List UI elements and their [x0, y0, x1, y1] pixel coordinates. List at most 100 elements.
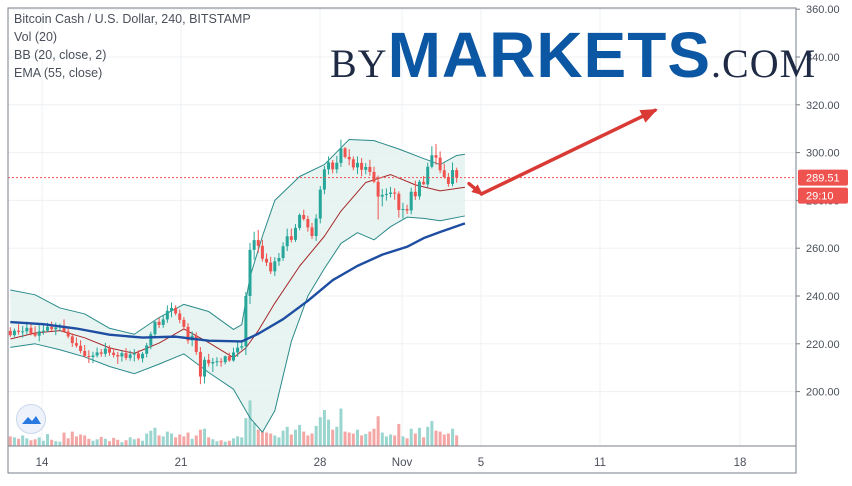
- volume-bar: [132, 439, 136, 446]
- volume-bar: [21, 435, 25, 446]
- candle-body: [157, 321, 161, 325]
- volume-bar: [207, 437, 211, 446]
- candle-body: [389, 192, 393, 194]
- volume-bar: [347, 432, 351, 446]
- volume-bar: [107, 441, 111, 446]
- candle-body: [198, 351, 202, 377]
- legend-ema[interactable]: EMA (55, close): [14, 66, 103, 80]
- price-tick-label: 340.00: [806, 52, 840, 64]
- volume-bar: [285, 426, 289, 446]
- candle-body: [347, 156, 351, 160]
- arrow-long-segment: [479, 108, 657, 196]
- volume-bar: [41, 440, 45, 446]
- volume-bar: [219, 440, 223, 446]
- volume-bar: [169, 433, 173, 446]
- candle-body: [306, 219, 310, 228]
- volume-bar: [128, 437, 132, 446]
- candle-body: [285, 236, 289, 247]
- legend-volume[interactable]: Vol (20): [14, 30, 58, 44]
- candle-body: [442, 170, 446, 177]
- price-tick-label: 360.00: [806, 4, 840, 16]
- candle-body: [281, 246, 285, 258]
- volume-bar: [302, 431, 306, 446]
- candle-body: [401, 209, 405, 211]
- candle-body: [37, 331, 41, 336]
- volume-bar: [215, 441, 219, 446]
- candle-body: [120, 353, 124, 357]
- volume-bar: [240, 437, 244, 446]
- candle-body: [331, 162, 335, 170]
- volume-bar: [157, 435, 161, 446]
- candle-body: [438, 157, 442, 171]
- candle-body: [33, 333, 37, 336]
- last-price-label: 289.51: [806, 173, 840, 185]
- candle-body: [149, 334, 153, 346]
- volume-bar: [409, 428, 413, 446]
- volume-bar: [244, 418, 248, 446]
- candle-body: [45, 326, 49, 331]
- volume-bar: [203, 428, 207, 446]
- candle-body: [426, 166, 430, 185]
- candle-body: [21, 331, 25, 333]
- time-tick-label: 18: [734, 457, 747, 469]
- candle-body: [182, 319, 186, 327]
- candle-body: [422, 181, 426, 185]
- volume-bar: [12, 437, 16, 446]
- candle-body: [161, 319, 165, 325]
- arrow-head: [639, 108, 658, 123]
- volume-bar: [29, 440, 33, 446]
- candle-body: [409, 191, 413, 211]
- volume-bar: [95, 439, 99, 446]
- time-tick-label: 14: [36, 457, 49, 469]
- candle-body: [231, 352, 235, 361]
- candle-body: [302, 214, 306, 220]
- candle-body: [29, 327, 33, 334]
- candle-body: [41, 330, 45, 332]
- candle-body: [265, 258, 269, 263]
- candle-body: [50, 326, 54, 330]
- watermark-markets: MARKETS: [387, 19, 712, 91]
- candle-body: [174, 307, 178, 314]
- candle-body: [128, 354, 132, 358]
- price-tick-label: 200.00: [806, 387, 840, 399]
- candle-body: [298, 214, 302, 228]
- volume-bar: [265, 432, 269, 446]
- volume-bar: [223, 441, 227, 446]
- candle-body: [417, 181, 421, 197]
- candle-body: [351, 159, 355, 168]
- candle-body: [368, 166, 372, 172]
- volume-bar: [434, 430, 438, 446]
- tradingview-badge[interactable]: [16, 404, 46, 434]
- volume-bar: [273, 435, 277, 446]
- price-tick-label: 240.00: [806, 291, 840, 303]
- volume-bar: [136, 438, 140, 446]
- candle-body: [355, 162, 359, 168]
- candle-body: [256, 240, 260, 246]
- volume-bar: [277, 437, 281, 446]
- candle-body: [116, 355, 120, 357]
- indicator-legend: Bitcoin Cash / U.S. Dollar, 240, BITSTAM…: [14, 10, 251, 82]
- volume-bar: [430, 421, 434, 446]
- volume-bar: [116, 439, 120, 446]
- volume-bar: [368, 431, 372, 446]
- volume-bar: [331, 429, 335, 446]
- legend-symbol[interactable]: Bitcoin Cash / U.S. Dollar, 240, BITSTAM…: [14, 12, 251, 26]
- candle-body: [79, 345, 83, 351]
- candle-body: [405, 209, 409, 211]
- watermark-com: .COM: [711, 41, 817, 86]
- candle-body: [252, 240, 256, 250]
- legend-bollinger[interactable]: BB (20, close, 2): [14, 48, 107, 62]
- volume-bars: [8, 400, 459, 446]
- volume-bar: [62, 432, 66, 446]
- mountain-icon: [22, 416, 41, 424]
- volume-bar: [190, 438, 194, 446]
- volume-bar: [236, 436, 240, 446]
- volume-bar: [87, 438, 91, 446]
- volume-bar: [153, 427, 157, 446]
- candle-body: [273, 261, 277, 272]
- candle-body: [384, 193, 388, 195]
- volume-bar: [455, 435, 459, 446]
- volume-bar: [231, 438, 235, 446]
